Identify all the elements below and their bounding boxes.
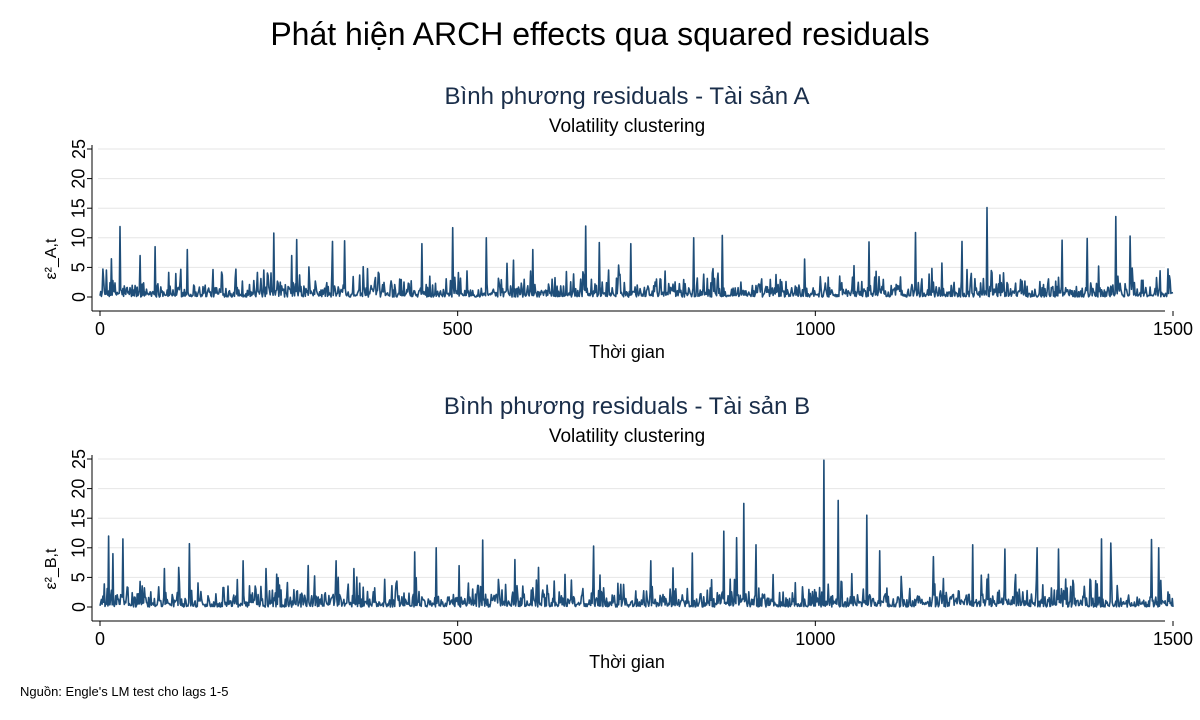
y-tick-label: 15 xyxy=(69,198,89,218)
x-tick-label: 1500 xyxy=(1153,629,1193,649)
y-tick-label: 15 xyxy=(69,508,89,528)
series-line xyxy=(99,459,1174,608)
chart-subtitle: Volatility clustering xyxy=(549,426,705,447)
x-axis-label: Thời gian xyxy=(589,342,665,362)
y-tick-label: 5 xyxy=(69,572,89,582)
x-tick-label: 500 xyxy=(443,319,473,339)
source-note: Nguồn: Engle's LM test cho lags 1-5 xyxy=(20,684,229,699)
y-axis-label: ε²_B,t xyxy=(43,548,60,589)
y-tick-label: 5 xyxy=(69,262,89,272)
y-tick-label: 20 xyxy=(69,479,89,499)
y-tick-label: 25 xyxy=(69,449,89,469)
y-tick-label: 0 xyxy=(69,602,89,612)
x-tick-label: 500 xyxy=(443,629,473,649)
y-tick-label: 25 xyxy=(69,139,89,159)
y-tick-label: 10 xyxy=(69,228,89,248)
chart-panel-b: Bình phương residuals - Tài sản B Volatil… xyxy=(43,393,1193,672)
y-tick-label: 10 xyxy=(69,538,89,558)
x-tick-label: 1000 xyxy=(795,629,835,649)
series-line xyxy=(99,206,1174,298)
x-tick-label: 0 xyxy=(95,319,105,339)
x-tick-label: 0 xyxy=(95,629,105,649)
chart-title: Bình phương residuals - Tài sản B xyxy=(444,393,810,420)
chart-title: Bình phương residuals - Tài sản A xyxy=(445,83,810,110)
y-axis-label: ε²_A,t xyxy=(43,238,60,279)
chart-panel-a: Bình phương residuals - Tài sản A Volatil… xyxy=(43,83,1193,362)
main-title: Phát hiện ARCH effects qua squared resid… xyxy=(270,16,930,52)
x-tick-label: 1500 xyxy=(1153,319,1193,339)
y-tick-label: 0 xyxy=(69,292,89,302)
chart-subtitle: Volatility clustering xyxy=(549,116,705,137)
x-tick-label: 1000 xyxy=(795,319,835,339)
x-axis-label: Thời gian xyxy=(589,652,665,672)
y-tick-label: 20 xyxy=(69,169,89,189)
